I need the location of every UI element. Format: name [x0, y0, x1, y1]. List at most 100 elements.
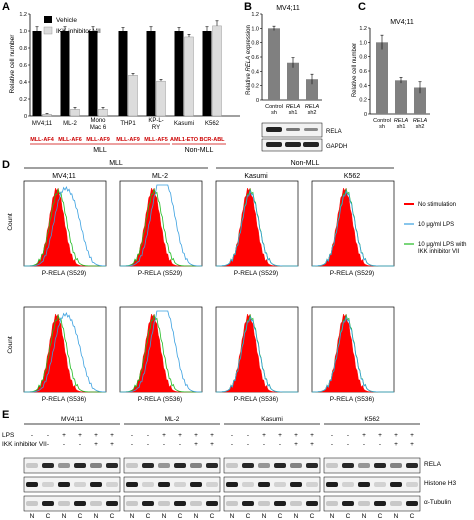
e-lps-mark: - — [47, 432, 49, 439]
e-blot-strip — [123, 476, 221, 493]
bar-inhibitor — [184, 36, 194, 117]
c-xlabel-part: sh2 — [416, 124, 425, 130]
e-inh-mark: - — [263, 441, 265, 448]
y-tick-label: 1.0 — [251, 26, 259, 32]
e-blot-label: Histone H3 — [424, 480, 457, 487]
e-band — [358, 463, 370, 468]
a-fusion-label: BCR-ABL — [199, 137, 225, 143]
e-band — [106, 501, 118, 506]
e-inh-mark: + — [294, 441, 298, 448]
e-band — [90, 482, 102, 487]
d-cell-label: Kasumi — [244, 173, 268, 180]
b-xlabel-part: RELA — [286, 104, 301, 110]
e-band — [206, 501, 218, 506]
d-xlabel: P-RELA (S529) — [138, 270, 182, 277]
histogram-lps — [216, 189, 298, 267]
e-blot-strip — [123, 495, 221, 512]
e-band — [26, 501, 38, 506]
e-band — [306, 501, 318, 506]
a-fusion-label: MLL-AF5 — [144, 137, 168, 143]
a-cell-label-part: Mac 6 — [90, 125, 107, 131]
e-lps-mark: - — [131, 432, 133, 439]
panel-b: MV4;11 Relative RELA expression 00.20.40… — [246, 5, 347, 152]
panel-c-yticks: 0 0.2 0.4 0.6 0.8 1.0 1.2 — [359, 26, 370, 118]
bar — [287, 62, 299, 100]
e-fraction-label: N — [330, 513, 335, 520]
e-band — [390, 501, 402, 506]
e-inh-mark: - — [347, 441, 349, 448]
e-fraction-label: N — [30, 513, 35, 520]
e-fraction-label: C — [410, 513, 415, 520]
e-band — [126, 463, 138, 468]
e-fraction-label: N — [130, 513, 135, 520]
a-cell-label: Mono Mac 6 — [90, 118, 107, 131]
e-lps-mark: + — [262, 432, 266, 439]
b-xlabel-sh2: RELA sh2 — [305, 104, 320, 116]
e-lps-mark: + — [362, 432, 366, 439]
e-fraction-label: C — [210, 513, 215, 520]
e-fraction-label: C — [378, 513, 383, 520]
e-band — [90, 501, 102, 506]
a-fusion-label: MLL-AF4 — [30, 137, 54, 143]
histogram-lps — [24, 185, 107, 267]
e-lps-mark: - — [347, 432, 349, 439]
b-xlabel-sh1: RELA sh1 — [286, 104, 301, 116]
e-blot-strip — [323, 457, 421, 474]
e-inh-mark: - — [247, 441, 249, 448]
e-band — [26, 482, 38, 487]
e-band — [190, 501, 202, 506]
d-xlabel: P-RELA (S529) — [330, 270, 374, 277]
b-blot-label-rela: RELA — [326, 129, 342, 135]
e-band — [106, 482, 118, 487]
e-band — [42, 501, 54, 506]
e-fraction-label: C — [278, 513, 283, 520]
e-band — [258, 463, 270, 468]
c-xlabel-part: Control — [373, 118, 391, 124]
e-band — [190, 463, 202, 468]
panel-b-bars — [268, 25, 318, 100]
e-lps-mark: + — [110, 432, 114, 439]
e-blot-label: RELA — [424, 461, 442, 468]
e-band — [126, 501, 138, 506]
histogram-lps-inhibitor — [120, 313, 202, 393]
e-blot-groups: MV4;11 - - N - - C + - N + - C + + N + + C ML-2 - - N - - C + - N + - C… — [23, 416, 421, 520]
e-fraction-label: N — [62, 513, 67, 520]
e-fraction-label: C — [346, 513, 351, 520]
c-xlabel-sh2: RELA sh2 — [413, 118, 428, 130]
e-band — [174, 501, 186, 506]
e-inh-mark: - — [131, 441, 133, 448]
d-group-label-mll: MLL — [109, 160, 123, 167]
a-cell-label: ML-2 — [63, 121, 77, 127]
e-fraction-label: N — [94, 513, 99, 520]
e-blot-strip — [223, 495, 321, 512]
e-band — [242, 463, 254, 468]
legend-label-vehicle: Vehicle — [56, 17, 77, 24]
panel-c-ylabel: Relative cell number — [352, 43, 358, 97]
y-tick-label: 0.8 — [359, 55, 367, 61]
e-inh-mark: - — [63, 441, 65, 448]
e-band — [306, 482, 318, 487]
panel-c: MV4;11 Relative cell number 0 0.2 0.4 0.6 0.… — [352, 19, 430, 130]
legend-swatch-inhibitor — [43, 26, 53, 35]
d-cell-label: ML-2 — [152, 173, 168, 180]
e-band — [374, 463, 386, 468]
panel-b-ylabel: Relative RELA expression — [246, 25, 252, 95]
y-tick-label: 0.8 — [19, 46, 27, 52]
e-cell-label: Kasumi — [261, 416, 283, 423]
e-fraction-label: N — [230, 513, 235, 520]
panel-d: MLL Non-MLL MV4;11 ML-2 Kasumi K562 Coun… — [7, 160, 466, 403]
e-band — [74, 482, 86, 487]
histogram-lps — [120, 184, 202, 267]
e-fraction-label: N — [294, 513, 299, 520]
e-inh-mark: - — [147, 441, 149, 448]
panel-b-ylabel-gene: RELA — [246, 56, 252, 72]
e-band — [290, 463, 302, 468]
y-tick-label: 1.2 — [251, 12, 259, 18]
e-lps-mark: + — [194, 432, 198, 439]
panel-a-bars — [32, 20, 222, 117]
bar — [306, 79, 318, 100]
e-band — [358, 482, 370, 487]
panel-b-title: MV4;11 — [276, 5, 300, 12]
e-inh-mark: - — [31, 441, 33, 448]
